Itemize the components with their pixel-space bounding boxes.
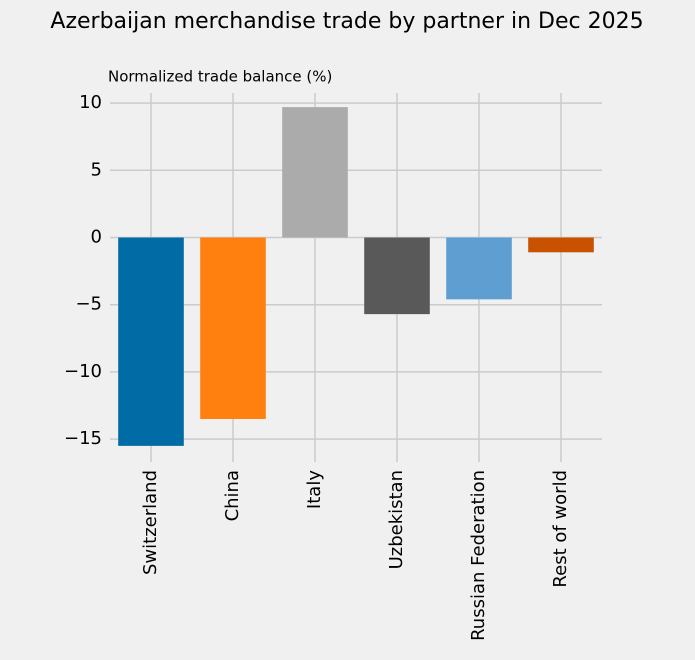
- bar: [200, 237, 266, 419]
- chart-title: Azerbaijan merchandise trade by partner …: [50, 9, 643, 34]
- y-tick-label: −5: [75, 294, 102, 315]
- bar: [446, 237, 512, 300]
- x-tick-label: China: [222, 470, 243, 521]
- x-tick-label: Rest of world: [550, 470, 571, 588]
- y-tick-label: 5: [91, 159, 102, 180]
- x-tick-label: Uzbekistan: [386, 470, 407, 569]
- y-tick-label: 0: [91, 227, 102, 248]
- x-tick-label: Italy: [304, 470, 325, 509]
- x-tick-label: Switzerland: [140, 470, 161, 575]
- bar: [118, 237, 184, 446]
- bar: [282, 107, 348, 238]
- y-tick-label: −15: [64, 428, 102, 449]
- x-tick-label: Russian Federation: [468, 470, 489, 641]
- bar: [364, 237, 430, 315]
- bar: [528, 237, 594, 253]
- y-tick-label: 10: [79, 92, 102, 113]
- y-tick-label: −10: [64, 361, 102, 382]
- chart-subtitle: Normalized trade balance (%): [108, 68, 332, 86]
